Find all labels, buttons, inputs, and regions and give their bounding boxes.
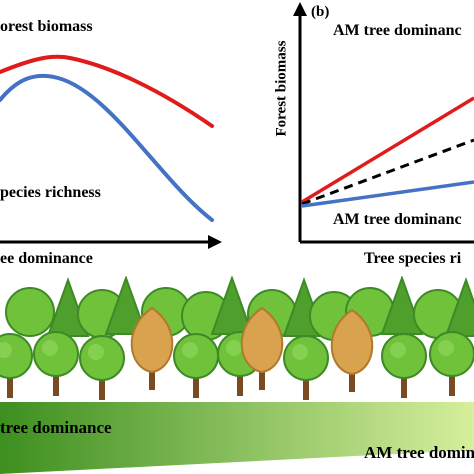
crown-highlight (42, 340, 58, 356)
panel-b-y-axis-label: Forest biomass (273, 40, 290, 137)
crown-highlight (88, 344, 104, 360)
panel-a-richness-curve (0, 73, 214, 222)
tree-crown (283, 335, 329, 381)
panel-b-dashed-line (301, 138, 474, 206)
forest-illustration (0, 276, 474, 400)
panel-a-richness-label: pecies richness (0, 184, 101, 201)
tree-crown (429, 331, 474, 377)
crown-highlight (292, 344, 308, 360)
panel-b (293, 2, 474, 244)
autumn-tree-crown (330, 308, 374, 376)
tree-crown (33, 331, 79, 377)
gradient-wedge (0, 402, 474, 474)
panel-b-top-label: AM tree dominanc (333, 22, 462, 39)
panel-b-blue-line (301, 180, 474, 208)
panel-b-bottom-label: AM tree dominanc (333, 211, 462, 228)
band-left-label: tree dominance (0, 418, 112, 437)
tree-crown (381, 333, 427, 379)
gradient-band (0, 402, 474, 474)
tree-crown (5, 287, 55, 337)
panel-b-x-axis-label: Tree species ri (364, 250, 462, 267)
crown-highlight (0, 342, 12, 358)
crown-highlight (390, 342, 406, 358)
panel-b-tag: (b) (311, 4, 330, 20)
panel-a (0, 54, 222, 249)
band-right-label: AM tree dominan (364, 443, 474, 462)
panel-a-biomass-label: orest biomass (0, 18, 93, 35)
panel-b-y-axis-arrowhead (293, 2, 307, 16)
panel-a-biomass-curve (0, 54, 214, 128)
crown-highlight (438, 340, 454, 356)
panel-a-x-axis-arrowhead (208, 235, 222, 249)
tree-crown (173, 333, 219, 379)
crown-highlight (182, 342, 198, 358)
tree-crown (79, 335, 125, 381)
conifer-tree (104, 276, 148, 335)
crown-highlight (226, 340, 242, 356)
autumn-tree-crown (130, 306, 174, 374)
panel-a-x-axis-label: ee dominance (0, 250, 93, 267)
panel-b-red-line (301, 96, 474, 204)
autumn-tree-crown (240, 306, 284, 374)
